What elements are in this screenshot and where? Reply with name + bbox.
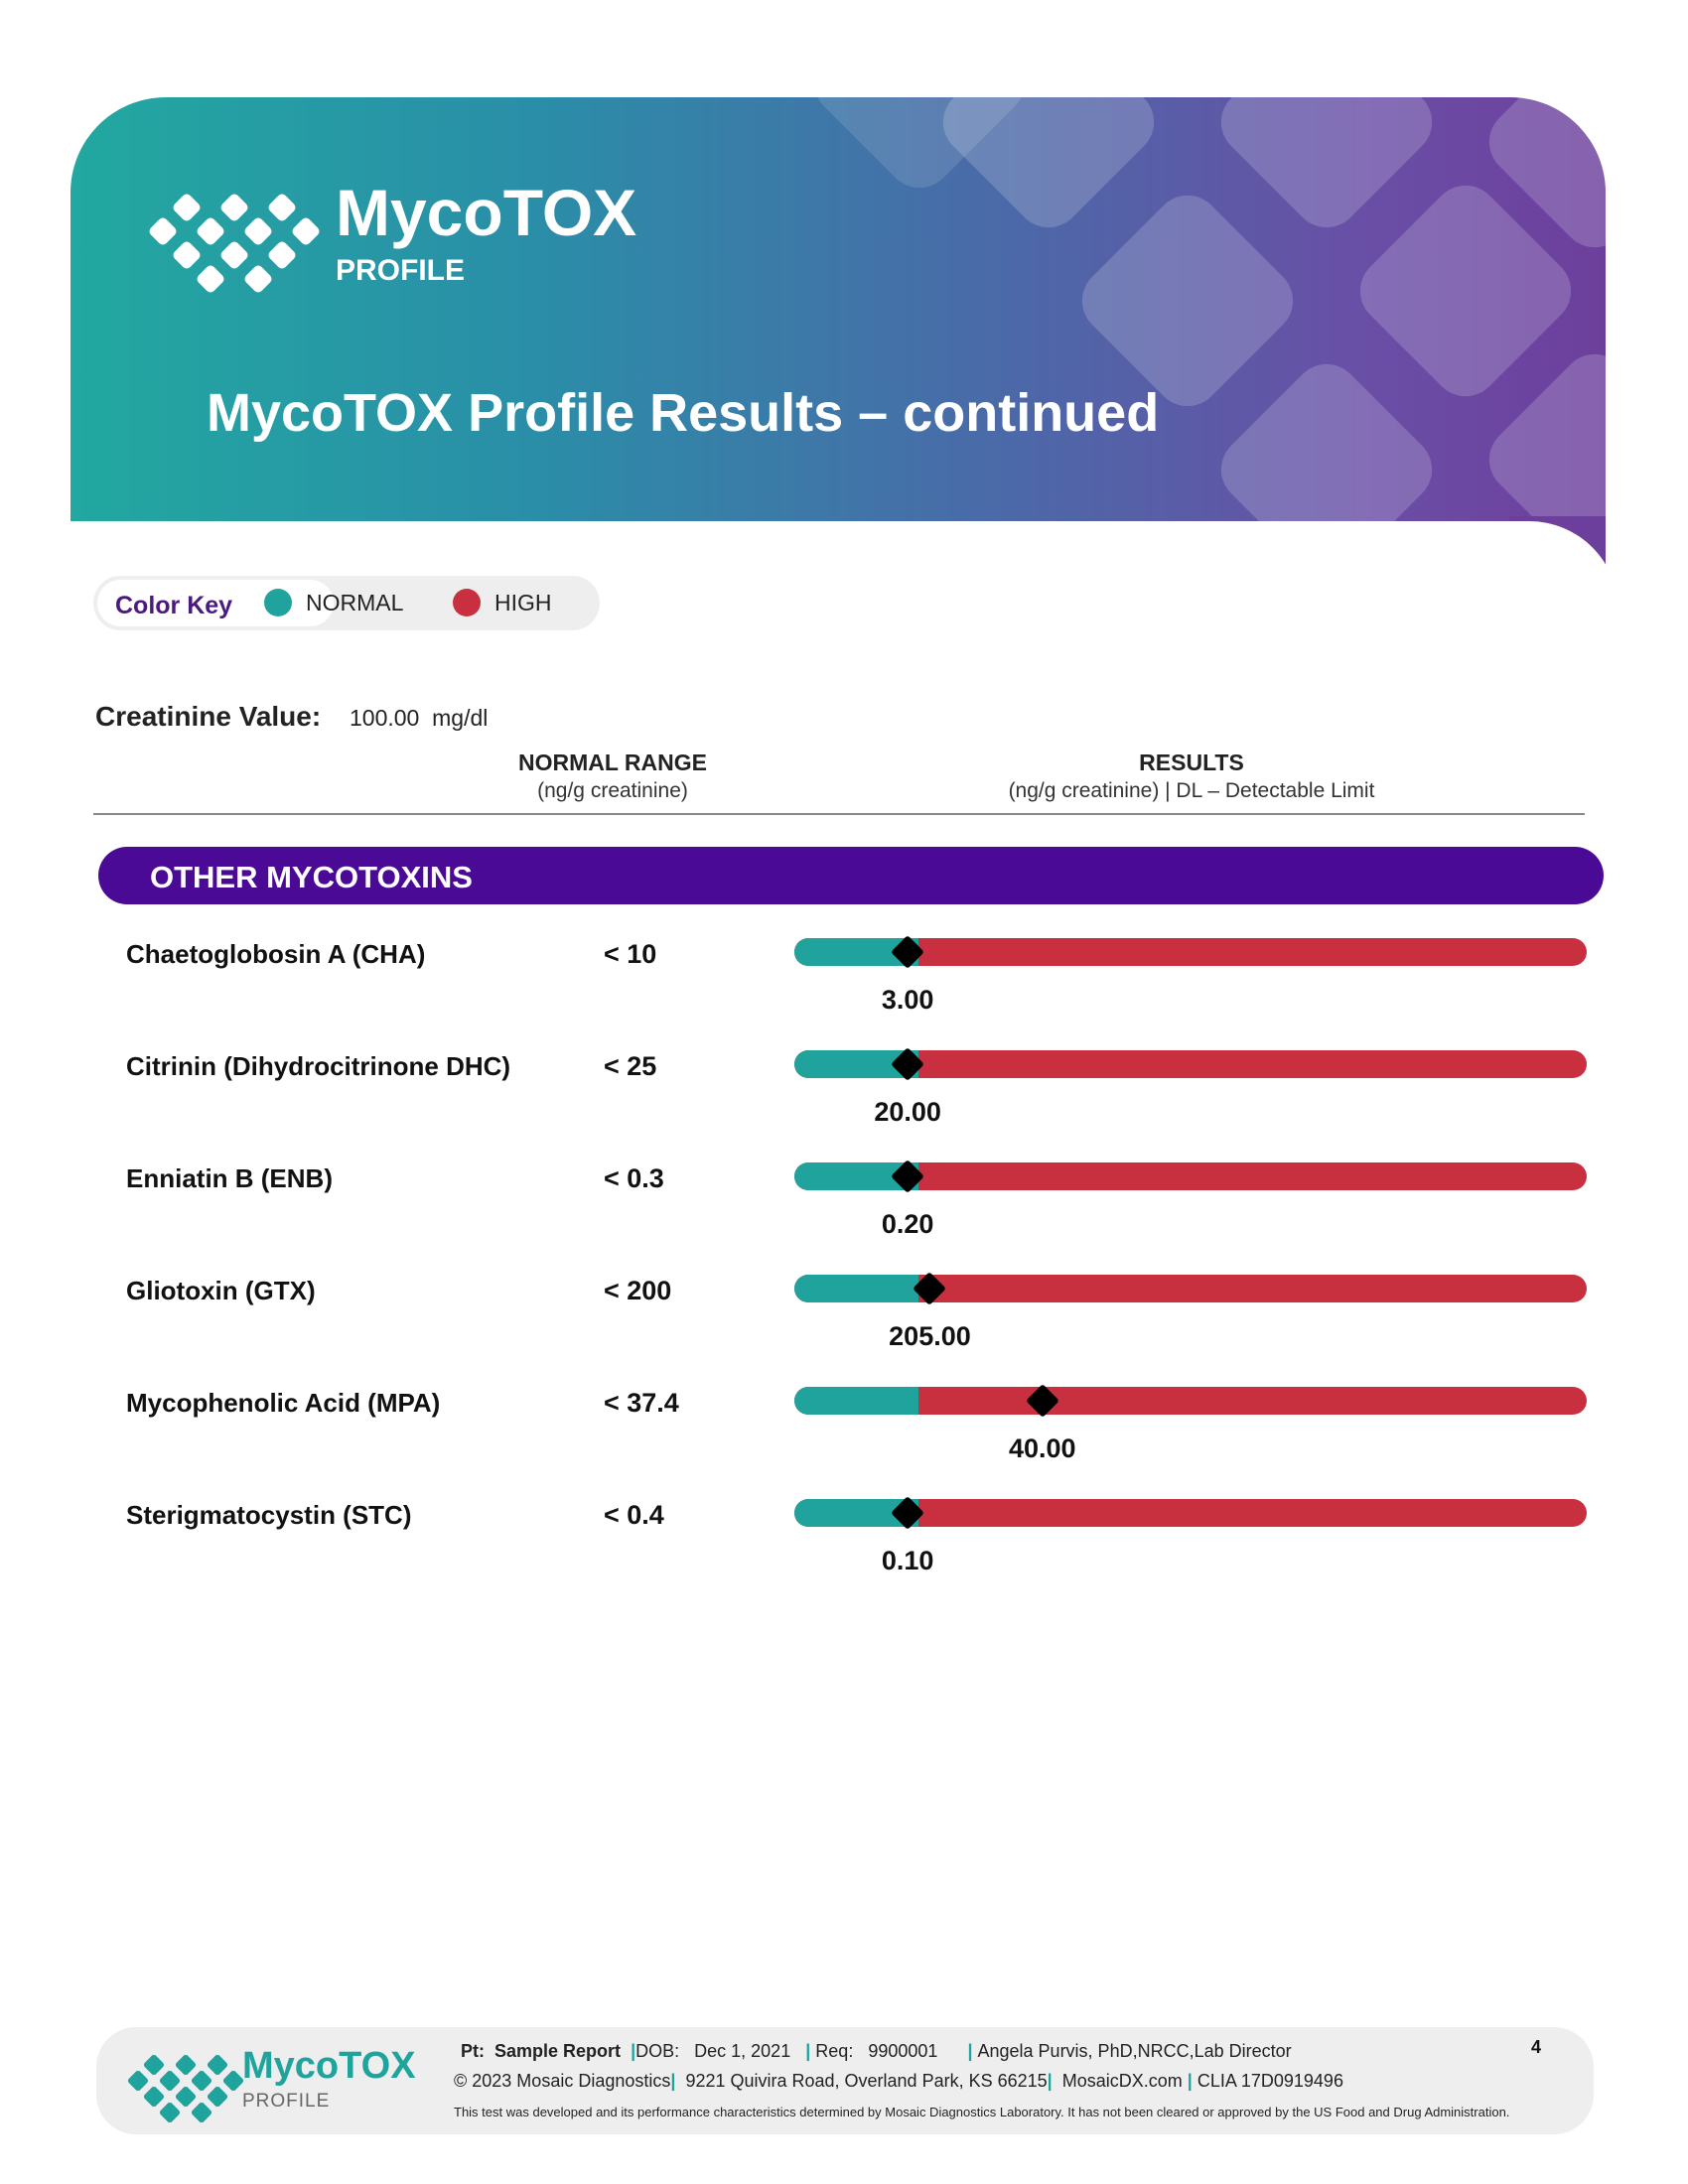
color-key: Color Key NORMAL HIGH	[93, 576, 600, 630]
footer-disclaimer: This test was developed and its performa…	[454, 2105, 1510, 2119]
req-label: Req:	[815, 2041, 854, 2061]
row-result-value: 0.10	[881, 1546, 934, 1575]
row-normal-range: < 25	[604, 1051, 657, 1081]
result-bar-normal-segment	[794, 1275, 918, 1302]
row-name: Mycophenolic Acid (MPA)	[126, 1388, 441, 1418]
result-bar	[794, 1162, 1587, 1190]
row-name: Enniatin B (ENB)	[126, 1163, 333, 1193]
result-bar	[794, 1050, 1587, 1078]
footer-logo-name: MycoTOX	[242, 2045, 416, 2087]
decor-diamond	[1206, 97, 1447, 242]
normal-range-header: NORMAL RANGE	[518, 750, 707, 775]
section-title: OTHER MYCOTOXINS	[150, 860, 473, 894]
footer: MycoTOX PROFILE Pt: Sample Report |DOB: …	[96, 2027, 1594, 2134]
row-name: Chaetoglobosin A (CHA)	[126, 939, 426, 969]
header-divider	[93, 813, 1585, 815]
logo-sub: PROFILE	[336, 254, 466, 287]
normal-dot-icon	[264, 589, 292, 616]
results-subheader: (ng/g creatinine) | DL – Detectable Limi…	[1008, 779, 1375, 802]
logo-name: MycoTOX	[336, 176, 637, 249]
row-name: Gliotoxin (GTX)	[126, 1276, 316, 1305]
decor-diamond	[1206, 349, 1447, 521]
row-normal-range: < 10	[604, 939, 657, 969]
address: 9221 Quivira Road, Overland Park, KS 662…	[685, 2071, 1048, 2091]
row-result-value: 40.00	[1008, 1433, 1076, 1463]
result-bar	[794, 1387, 1587, 1415]
footer-logo-sub: PROFILE	[242, 2091, 331, 2112]
section-header: OTHER MYCOTOXINS	[98, 847, 1604, 904]
footer-address-line: © 2023 Mosaic Diagnostics| 9221 Quivira …	[454, 2071, 1343, 2091]
copyright: © 2023 Mosaic Diagnostics	[454, 2071, 671, 2091]
color-key-title: Color Key	[115, 592, 233, 619]
website-link[interactable]: MosaicDX.com	[1061, 2071, 1183, 2091]
page-number: 4	[1531, 2037, 1542, 2057]
row-name: Citrinin (Dihydrocitrinone DHC)	[126, 1051, 511, 1081]
dob-value: Dec 1, 2021	[694, 2041, 791, 2061]
req-value: 9900001	[868, 2041, 938, 2061]
row-normal-range: < 0.4	[604, 1500, 664, 1530]
row-name: Sterigmatocystin (STC)	[126, 1500, 412, 1530]
row-result-value: 20.00	[874, 1097, 941, 1127]
clia: CLIA 17D0919496	[1196, 2071, 1343, 2091]
result-bar-normal-segment	[794, 1387, 918, 1415]
row-result-value: 205.00	[889, 1321, 971, 1351]
normal-range-subheader: (ng/g creatinine)	[537, 779, 688, 802]
high-dot-icon	[453, 589, 481, 616]
dob-label: DOB:	[635, 2041, 680, 2061]
row-normal-range: < 37.4	[604, 1388, 679, 1418]
pt-label: Pt:	[461, 2041, 485, 2061]
page-title: MycoTOX Profile Results – continued	[207, 383, 1160, 443]
high-label: HIGH	[494, 590, 552, 615]
row-result-value: 0.20	[881, 1209, 934, 1239]
pt-value: Sample Report	[494, 2041, 622, 2061]
creatinine-value: 100.00 mg/dl	[350, 705, 489, 731]
results-header: RESULTS	[1139, 750, 1244, 775]
row-normal-range: < 200	[604, 1276, 672, 1305]
row-normal-range: < 0.3	[604, 1163, 664, 1193]
footer-patient-line: Pt: Sample Report |DOB: Dec 1, 2021 | Re…	[461, 2041, 1292, 2061]
row-result-value: 3.00	[881, 985, 934, 1015]
creatinine-label: Creatinine Value:	[95, 701, 322, 732]
header-banner: MycoTOX PROFILE	[70, 97, 1606, 521]
lab-director: Angela Purvis, PhD,NRCC,Lab Director	[977, 2041, 1292, 2061]
result-bar	[794, 1499, 1587, 1527]
normal-label: NORMAL	[306, 590, 404, 615]
color-key-title-pill: Color Key	[97, 580, 334, 626]
